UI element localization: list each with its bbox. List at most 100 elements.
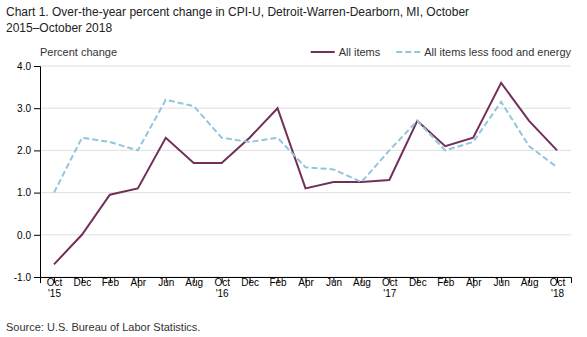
y-tick-label: 4.0 (17, 61, 31, 72)
x-tick: Aug (521, 277, 539, 288)
x-tick: Feb (102, 277, 120, 288)
y-axis-label: Percent change (40, 46, 117, 58)
y-tick-mark (34, 108, 40, 109)
x-tick-label-line: Apr (131, 277, 147, 288)
x-tick: Apr (466, 277, 482, 288)
x-axis: Oct'15DecFebAprJunAugOct'16DecFebAprJunA… (41, 277, 572, 299)
grid-line (40, 108, 571, 109)
grid (40, 66, 571, 277)
x-tick-label-line: Oct (214, 277, 230, 288)
x-tick-label-line: Apr (466, 277, 482, 288)
grid-line (40, 150, 571, 151)
x-tick-label-line: Oct (382, 277, 398, 288)
grid-line (40, 234, 571, 235)
y-tick-label: -1.0 (14, 272, 32, 283)
series-line (54, 83, 557, 264)
y-tick: 2.0 (17, 145, 40, 156)
x-tick: Feb (437, 277, 455, 288)
x-tick: Jun (326, 277, 342, 288)
x-tick-label-line: Feb (437, 277, 455, 288)
legend-swatch (311, 51, 335, 53)
x-tick-label: Aug (521, 277, 539, 288)
y-tick-label: 2.0 (17, 145, 31, 156)
y-tick: 0.0 (17, 230, 40, 241)
x-tick-label: Oct'15 (47, 277, 63, 299)
y-tick: 1.0 (17, 187, 40, 198)
x-tick-label: Jun (494, 277, 510, 288)
legend-swatch (396, 51, 420, 53)
y-tick-mark (34, 235, 40, 236)
y-tick: 3.0 (17, 103, 40, 114)
x-tick: Oct'15 (47, 277, 63, 299)
x-tick: Dec (241, 277, 259, 288)
x-tick-label-line: Jun (494, 277, 510, 288)
x-tick-label: Feb (437, 277, 455, 288)
x-tick-label: Apr (466, 277, 482, 288)
x-tick-label-line: Oct (47, 277, 63, 288)
x-tick-label: Aug (185, 277, 203, 288)
y-tick-mark (34, 150, 40, 151)
y-axis: -1.0 0.0 1.0 2.0 3.0 4.0 (14, 61, 41, 283)
x-tick-label: Dec (409, 277, 427, 288)
x-tick-label-line: Dec (409, 277, 427, 288)
grid-line (40, 66, 571, 67)
x-tick: Oct'17 (382, 277, 398, 299)
x-tick-label-line: Feb (102, 277, 120, 288)
x-tick-label-line: '16 (216, 288, 229, 299)
legend: All items All items less food and energy (311, 46, 572, 58)
y-tick-mark (34, 193, 40, 194)
title: Chart 1. Over-the-year percent change in… (6, 5, 469, 19)
x-tick: Apr (298, 277, 314, 288)
x-tick-label: Oct'17 (382, 277, 398, 299)
x-tick-label: Jun (158, 277, 174, 288)
x-tick: Jun (158, 277, 174, 288)
x-tick-label: Apr (298, 277, 314, 288)
x-tick-label: Dec (241, 277, 259, 288)
y-tick-label: 3.0 (17, 103, 31, 114)
legend-label: All items less food and energy (424, 46, 571, 58)
x-tick-label: Aug (353, 277, 371, 288)
x-tick-label: Feb (102, 277, 120, 288)
y-tick-label: 0.0 (17, 230, 31, 241)
x-tick: Dec (74, 277, 92, 288)
lines (54, 83, 557, 264)
legend-label: All items (339, 46, 381, 58)
title: 2015–October 2018 (6, 21, 112, 35)
x-tick-label-line: Aug (185, 277, 203, 288)
x-tick-label: Dec (74, 277, 92, 288)
x-tick-label-line: Jun (326, 277, 342, 288)
x-tick: Aug (185, 277, 203, 288)
y-tick: 4.0 (17, 61, 40, 72)
legend-item: All items less food and energy (396, 46, 571, 58)
chart: Chart 1. Over-the-year percent change in… (0, 0, 587, 337)
x-tick: Feb (269, 277, 287, 288)
x-tick-label-line: Dec (241, 277, 259, 288)
x-tick-label-line: Jun (158, 277, 174, 288)
x-tick-label-line: Apr (298, 277, 314, 288)
plot: -1.00.01.02.03.04.0Oct'15DecFebAprJunAug… (14, 61, 572, 299)
x-tick: Apr (131, 277, 147, 288)
series-line (54, 100, 557, 193)
x-tick: Aug (353, 277, 371, 288)
y-tick-label: 1.0 (17, 187, 31, 198)
x-tick-label: Feb (269, 277, 287, 288)
x-tick: Oct'18 (550, 277, 566, 299)
x-tick-label-line: '15 (48, 288, 61, 299)
y-tick-mark (34, 277, 40, 278)
source: Source: U.S. Bureau of Labor Statistics. (6, 321, 200, 333)
x-tick-label-line: Aug (521, 277, 539, 288)
x-tick: Jun (494, 277, 510, 288)
x-tick-label-line: '18 (551, 288, 564, 299)
x-tick-label-line: Oct (550, 277, 566, 288)
x-tick-label: Oct'18 (550, 277, 566, 299)
x-tick-label-line: Aug (353, 277, 371, 288)
x-tick-label-line: '17 (383, 288, 396, 299)
x-tick-label: Apr (131, 277, 147, 288)
legend-item: All items (311, 46, 381, 58)
x-tick-label-line: Dec (74, 277, 92, 288)
x-tick: Oct'16 (214, 277, 230, 299)
x-tick-label: Oct'16 (214, 277, 230, 299)
x-tick: Dec (409, 277, 427, 288)
y-axis-line (34, 67, 41, 278)
y-tick-mark (34, 66, 40, 67)
